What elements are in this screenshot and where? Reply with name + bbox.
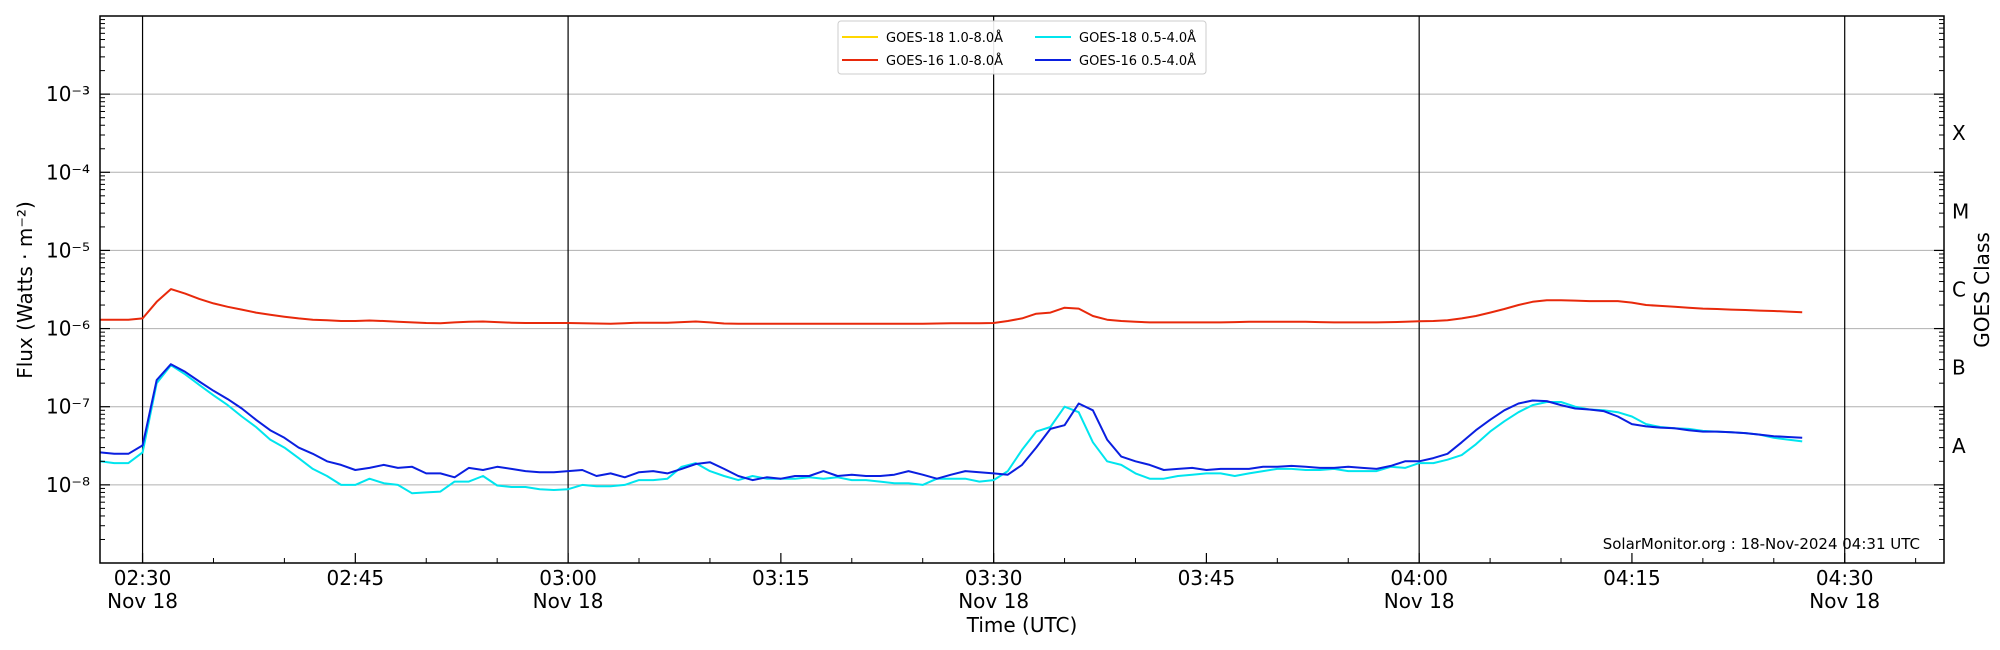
legend-box: [837, 20, 1207, 75]
x-tick-label: 03:30: [965, 566, 1023, 590]
x-tick-label: 04:00: [1390, 566, 1448, 590]
x-tick-date-label: Nov 18: [533, 589, 604, 613]
legend: GOES-18 1.0-8.0Å GOES-16 1.0-8.0Å GOES-18 …: [837, 20, 1207, 75]
x-tick-label: 03:45: [1178, 566, 1236, 590]
x-tick-date-label: Nov 18: [107, 589, 178, 613]
y-tick-label: 10⁻⁴: [46, 160, 90, 184]
x-tick-label: 03:15: [752, 566, 810, 590]
legend-label: GOES-18 1.0-8.0Å: [886, 30, 1003, 46]
goes-class-axis-title: GOES Class: [1970, 232, 1994, 348]
goes-class-label: M: [1952, 199, 1969, 223]
x-tick-date-label: Nov 18: [958, 589, 1029, 613]
x-axis-title: Time (UTC): [966, 613, 1078, 637]
y-tick-label: 10⁻⁷: [46, 395, 90, 419]
series-line: [100, 288, 1803, 325]
x-tick-date-label: Nov 18: [1384, 589, 1455, 613]
y-tick-label: 10⁻⁵: [46, 238, 90, 262]
plot-frame: [99, 15, 1945, 564]
series-line: [99, 363, 1803, 482]
x-tick-label: 04:30: [1816, 566, 1874, 590]
flux-series: [99, 288, 1803, 495]
credit-text: SolarMonitor.org : 18-Nov-2024 04:31 UTC: [1603, 535, 1920, 553]
goes-class-labels: A B C M X: [1952, 121, 1969, 458]
legend-label: GOES-16 1.0-8.0Å: [886, 53, 1003, 69]
legend-label: GOES-16 0.5-4.0Å: [1079, 53, 1196, 69]
goes-class-label: A: [1952, 434, 1966, 458]
goes-class-label: X: [1952, 121, 1966, 145]
x-tick-date-label: Nov 18: [1809, 589, 1880, 613]
horizontal-grid: [100, 93, 1944, 486]
y-axis-title: Flux (Watts · m⁻²): [13, 201, 37, 379]
goes-class-label: C: [1952, 278, 1966, 302]
y-tick-label: 10⁻³: [46, 82, 90, 106]
series-line: [99, 364, 1803, 495]
y-tick-label: 10⁻⁶: [46, 317, 90, 341]
y-axis-ticks: 10⁻⁸ 10⁻⁷ 10⁻⁶ 10⁻⁵ 10⁻⁴ 10⁻³: [46, 19, 1944, 540]
legend-label: GOES-18 0.5-4.0Å: [1079, 30, 1196, 46]
x-tick-label: 02:30: [114, 566, 172, 590]
y-tick-label: 10⁻⁸: [46, 473, 90, 497]
goes-class-label: B: [1952, 356, 1966, 380]
x-tick-label: 02:45: [327, 566, 385, 590]
x-tick-label: 03:00: [539, 566, 597, 590]
x-tick-label: 04:15: [1603, 566, 1661, 590]
